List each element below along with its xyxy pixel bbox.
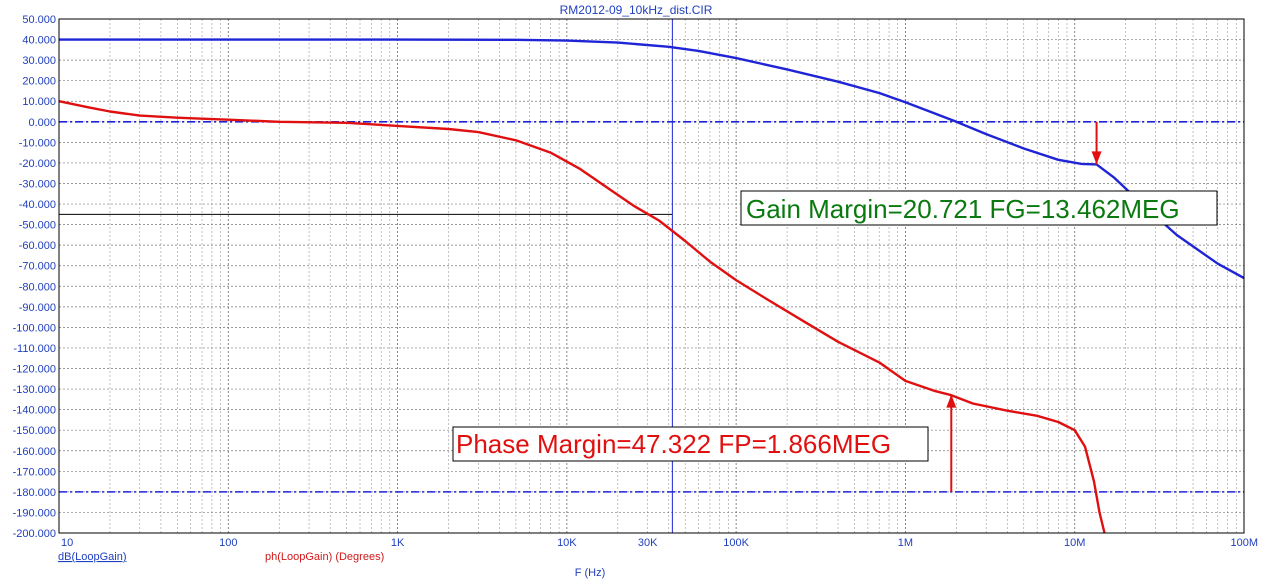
y-tick-label: -110.000 xyxy=(13,343,56,355)
y-tick-label: -20.000 xyxy=(19,158,56,170)
gain-margin-arrow-head xyxy=(1091,151,1102,165)
x-tick-label: 10K xyxy=(557,537,577,549)
x-tick-label: 10 xyxy=(61,537,73,549)
y-tick-label: -150.000 xyxy=(13,425,56,437)
y-tick-label: -30.000 xyxy=(19,178,56,190)
legend-gain-series[interactable]: dB(LoopGain) xyxy=(58,551,127,563)
y-tick-label: -120.000 xyxy=(13,364,56,376)
x-tick-label: 1M xyxy=(898,537,913,549)
y-tick-label: -180.000 xyxy=(13,487,56,499)
y-tick-label: -140.000 xyxy=(13,405,56,417)
phase-curve xyxy=(58,100,1106,534)
gain-margin-annotation[interactable]: Gain Margin=20.721 FG=13.462MEG xyxy=(740,190,1218,226)
series-layer xyxy=(58,38,1245,534)
x-tick-label: 10M xyxy=(1064,537,1085,549)
y-tick-label: -70.000 xyxy=(19,261,56,273)
legend-phase-series[interactable]: ph(LoopGain) (Degrees) xyxy=(265,551,384,563)
y-tick-labels: 50.000 40.000 30.000 20.000 10.000 0.000 -10.0… xyxy=(13,14,56,540)
y-tick-label: 40.000 xyxy=(22,35,56,47)
y-tick-label: -160.000 xyxy=(13,446,56,458)
x-tick-label: 1K xyxy=(391,537,405,549)
y-tick-label: -80.000 xyxy=(19,281,56,293)
y-tick-label: -190.000 xyxy=(13,507,56,519)
y-tick-label: -200.000 xyxy=(13,528,56,540)
x-tick-label: 30K xyxy=(638,537,658,549)
y-tick-label: -40.000 xyxy=(19,199,56,211)
y-tick-label: -60.000 xyxy=(19,240,56,252)
phase-margin-annotation[interactable]: Phase Margin=47.322 FP=1.866MEG xyxy=(452,426,929,462)
plot-frame xyxy=(58,18,1245,534)
x-tick-label: 100K xyxy=(723,537,749,549)
y-tick-label: -130.000 xyxy=(13,384,56,396)
phase-margin-text: Phase Margin=47.322 FP=1.866MEG xyxy=(456,429,891,459)
y-tick-label: -100.000 xyxy=(13,322,56,334)
margin-markers xyxy=(946,121,1102,492)
gain-curve xyxy=(59,38,1245,280)
y-tick-label: 30.000 xyxy=(22,55,56,67)
phase-margin-arrow-head xyxy=(946,394,957,408)
y-tick-label: 10.000 xyxy=(22,96,56,108)
y-tick-label: 20.000 xyxy=(22,76,56,88)
x-axis-label: F (Hz) xyxy=(575,567,606,579)
gain-margin-text: Gain Margin=20.721 FG=13.462MEG xyxy=(746,194,1180,224)
y-tick-label: 0.000 xyxy=(28,117,56,129)
x-tick-labels: 10 100 1K 10K 30K 100K 1M 10M 100M xyxy=(61,537,1258,549)
x-tick-label: 100M xyxy=(1230,537,1258,549)
y-tick-label: -90.000 xyxy=(19,302,56,314)
x-tick-label: 100 xyxy=(219,537,237,549)
y-tick-label: -50.000 xyxy=(19,220,56,232)
y-tick-label: -170.000 xyxy=(13,466,56,478)
phase-margin-box xyxy=(452,426,929,462)
y-tick-label: -10.000 xyxy=(19,137,56,149)
gain-margin-box xyxy=(740,190,1218,226)
chart-title: RM2012-09_10kHz_dist.CIR xyxy=(560,3,713,17)
y-tick-label: 50.000 xyxy=(22,14,56,26)
